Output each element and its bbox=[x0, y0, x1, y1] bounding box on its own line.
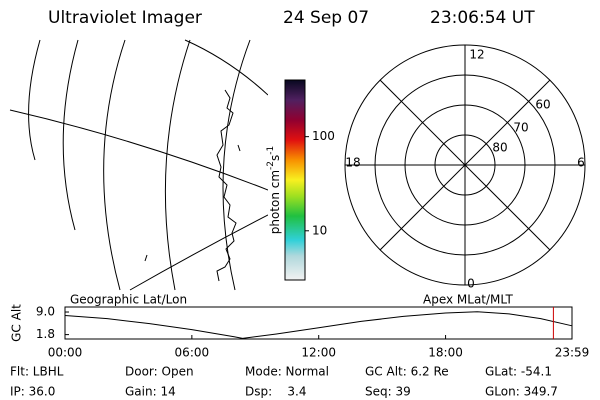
altitude-line bbox=[64, 311, 573, 339]
x-tick-label: 00:00 bbox=[48, 346, 83, 360]
status-field: GLon: 349.7 bbox=[485, 385, 558, 399]
y-label: GC Alt bbox=[10, 304, 24, 342]
unit: photon cm bbox=[268, 170, 282, 234]
status-field: Flt: LBHL bbox=[10, 365, 64, 379]
mlt-label: 18 bbox=[345, 156, 360, 170]
status-field: Gain: 14 bbox=[125, 385, 176, 399]
status-field: GLat: -54.1 bbox=[485, 365, 552, 379]
right-title: Apex MLat/MLT bbox=[423, 293, 513, 307]
unit-sup: -1 bbox=[266, 146, 276, 155]
unit: s bbox=[268, 155, 282, 161]
y-tick-label: 1.8 bbox=[36, 327, 55, 341]
x-tick-label: 12:00 bbox=[301, 346, 336, 360]
left-title: Geographic Lat/Lon bbox=[70, 293, 187, 307]
lat-label: 80 bbox=[492, 141, 507, 155]
mlt-label: 12 bbox=[469, 48, 484, 62]
unit-sup: -2 bbox=[266, 161, 276, 170]
time: 23:06:54 UT bbox=[430, 8, 535, 28]
y-tick-label: 9.0 bbox=[36, 305, 55, 319]
instrument-title: Ultraviolet Imager bbox=[48, 8, 202, 28]
x-tick-label: 06:00 bbox=[175, 346, 210, 360]
x-tick-label: 18:00 bbox=[428, 346, 463, 360]
status-field: Dsp: 3.4 bbox=[245, 385, 307, 399]
mlt-label: 0 bbox=[467, 277, 475, 291]
polar-grid bbox=[344, 44, 586, 286]
status-field: GC Alt: 6.2 Re bbox=[365, 365, 449, 379]
map bbox=[9, 39, 268, 291]
colorbar bbox=[284, 79, 306, 281]
x-tick-label: 23:59 bbox=[555, 346, 590, 360]
mlt-label: 6 bbox=[577, 156, 585, 170]
status-field: Mode: Normal bbox=[245, 365, 329, 379]
status-field: IP: 36.0 bbox=[10, 385, 55, 399]
lat-label: 70 bbox=[513, 121, 528, 135]
tick-label: 100 bbox=[312, 129, 335, 143]
status-field: Seq: 39 bbox=[365, 385, 411, 399]
lat-label: 60 bbox=[535, 98, 550, 112]
tick-label: 10 bbox=[312, 223, 327, 237]
colorbar-label: photon cm-2s-1 bbox=[266, 146, 282, 235]
date: 24 Sep 07 bbox=[283, 8, 369, 28]
status-field: Door: Open bbox=[125, 365, 194, 379]
